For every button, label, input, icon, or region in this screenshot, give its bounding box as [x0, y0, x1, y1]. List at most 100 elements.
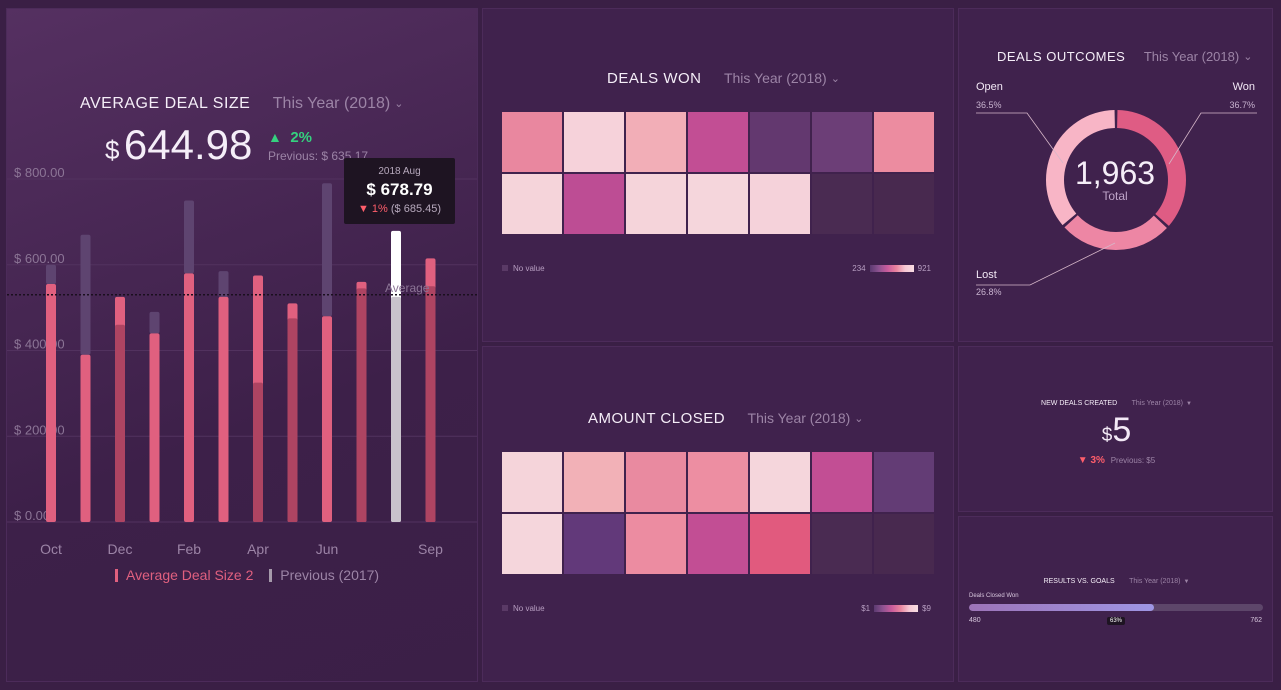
- tooltip-date: 2018 Aug: [378, 166, 421, 177]
- bar-group[interactable]: [322, 183, 332, 522]
- bar-current[interactable]: [322, 316, 332, 522]
- heatmap-cell[interactable]: [750, 174, 810, 234]
- goals-filter-label: This Year (2018): [1129, 578, 1181, 585]
- bar-previous[interactable]: [218, 271, 229, 297]
- heatmap-cell[interactable]: [874, 174, 934, 234]
- heatmap-cell[interactable]: [502, 112, 562, 172]
- bar-group[interactable]: [425, 258, 436, 522]
- bar-current[interactable]: [80, 354, 91, 522]
- chevron-down-icon: ⌄: [854, 413, 864, 425]
- bar-group[interactable]: [115, 296, 125, 522]
- bar-previous[interactable]: [46, 264, 56, 285]
- donut-segment-open[interactable]: [1046, 110, 1115, 226]
- deals-won-title: DEALS WON: [607, 70, 702, 87]
- heatmap-cell[interactable]: [750, 514, 810, 574]
- no-value-swatch: [502, 265, 508, 271]
- heatmap-cell[interactable]: [874, 514, 934, 574]
- tooltip-value: $ 678.79: [366, 180, 433, 199]
- bar-current[interactable]: [184, 273, 194, 522]
- heatmap-cell[interactable]: [564, 112, 624, 172]
- heatmap-cell[interactable]: [688, 514, 748, 574]
- bar-previous-highlight[interactable]: [391, 296, 401, 522]
- heatmap-cell[interactable]: [688, 174, 748, 234]
- bar-group[interactable]: [287, 303, 298, 522]
- bar-group[interactable]: [218, 271, 229, 522]
- bar-overlap[interactable]: [115, 324, 125, 522]
- new-deals-change: ▼ 3% Previous: $5: [959, 455, 1272, 466]
- y-tick-label: $ 0.00: [14, 508, 50, 523]
- goals-filter[interactable]: This Year (2018) ▼: [1129, 570, 1189, 587]
- legend-swatch-current: [115, 569, 118, 582]
- heatmap-cell[interactable]: [626, 112, 686, 172]
- bar-group[interactable]: [46, 264, 56, 522]
- x-tick-label: Sep: [418, 541, 443, 557]
- results-goals-panel: RESULTS VS. GOALS This Year (2018) ▼ Deal…: [958, 516, 1273, 682]
- heatmap-cell[interactable]: [874, 452, 934, 512]
- heatmap-cell[interactable]: [688, 452, 748, 512]
- donut-segment-lost[interactable]: [1064, 215, 1167, 250]
- average-deal-change: ▲ 2%: [268, 129, 312, 147]
- heatmap-cell[interactable]: [626, 514, 686, 574]
- legend-item-current[interactable]: Average Deal Size 2: [115, 567, 257, 583]
- heatmap-cell[interactable]: [626, 174, 686, 234]
- heatmap-cell[interactable]: [812, 174, 872, 234]
- bar-previous[interactable]: [149, 311, 160, 334]
- amount-closed-filter[interactable]: This Year (2018) ⌄: [748, 410, 864, 427]
- average-deal-filter-label: This Year (2018): [272, 95, 391, 112]
- average-deal-amount: 644.98: [123, 121, 253, 168]
- amount-closed-heatmap: [502, 452, 934, 574]
- bar-overlap[interactable]: [287, 318, 298, 522]
- bar-previous[interactable]: [80, 234, 91, 355]
- label-won: Won: [1232, 81, 1255, 93]
- bar-current[interactable]: [149, 333, 160, 522]
- x-tick-label: Apr: [247, 541, 269, 557]
- heatmap-cell[interactable]: [750, 452, 810, 512]
- chart-legend: Average Deal Size 2 Previous (2017): [115, 567, 379, 583]
- goals-percent-badge: 63%: [1107, 617, 1126, 625]
- heatmap-cell[interactable]: [812, 112, 872, 172]
- bar-group[interactable]: [391, 230, 401, 522]
- deals-won-heatmap: [502, 112, 934, 234]
- pct-won: 36.7%: [1229, 100, 1255, 110]
- chevron-down-icon: ▼: [1185, 401, 1192, 407]
- bar-group[interactable]: [253, 275, 263, 522]
- heatmap-cell[interactable]: [688, 112, 748, 172]
- heatmap-cell[interactable]: [564, 514, 624, 574]
- bar-overlap[interactable]: [425, 286, 436, 522]
- bar-current[interactable]: [218, 296, 229, 522]
- new-deals-filter[interactable]: This Year (2018) ▼: [1132, 392, 1192, 409]
- heatmap-cell[interactable]: [502, 452, 562, 512]
- x-tick-label: Oct: [40, 541, 62, 557]
- bar-previous[interactable]: [322, 183, 332, 317]
- heatmap-cell[interactable]: [502, 174, 562, 234]
- heatmap-cell[interactable]: [564, 174, 624, 234]
- deals-won-filter[interactable]: This Year (2018) ⌄: [724, 70, 840, 87]
- heatmap-cell[interactable]: [750, 112, 810, 172]
- bar-current[interactable]: [46, 284, 56, 522]
- bar-group[interactable]: [356, 281, 367, 522]
- legend-item-previous[interactable]: Previous (2017): [269, 567, 379, 583]
- deals-won-scale: 234 921: [852, 264, 931, 273]
- bar-group[interactable]: [80, 234, 91, 522]
- legend-label-previous: Previous (2017): [280, 567, 380, 583]
- chevron-down-icon: ⌄: [1243, 51, 1253, 63]
- heatmap-cell[interactable]: [812, 514, 872, 574]
- bar-overlap[interactable]: [253, 382, 263, 522]
- heatmap-cell[interactable]: [626, 452, 686, 512]
- heatmap-cell[interactable]: [502, 514, 562, 574]
- heatmap-cell[interactable]: [874, 112, 934, 172]
- legend-label-current: Average Deal Size 2: [126, 567, 254, 583]
- heatmap-cell[interactable]: [812, 452, 872, 512]
- heatmap-cell[interactable]: [564, 452, 624, 512]
- goals-title: RESULTS VS. GOALS: [1043, 578, 1115, 585]
- scale-max: 921: [917, 264, 931, 273]
- bar-previous[interactable]: [184, 200, 194, 274]
- outcomes-title: DEALS OUTCOMES: [997, 49, 1126, 64]
- average-deal-filter[interactable]: This Year (2018) ⌄: [273, 95, 404, 112]
- bar-overlap[interactable]: [356, 288, 367, 522]
- bar-group[interactable]: [184, 200, 194, 522]
- bar-group[interactable]: [149, 311, 160, 522]
- donut-segment-won[interactable]: [1117, 110, 1186, 226]
- outcomes-filter[interactable]: This Year (2018) ⌄: [1144, 48, 1253, 65]
- average-label: Average: [385, 281, 430, 295]
